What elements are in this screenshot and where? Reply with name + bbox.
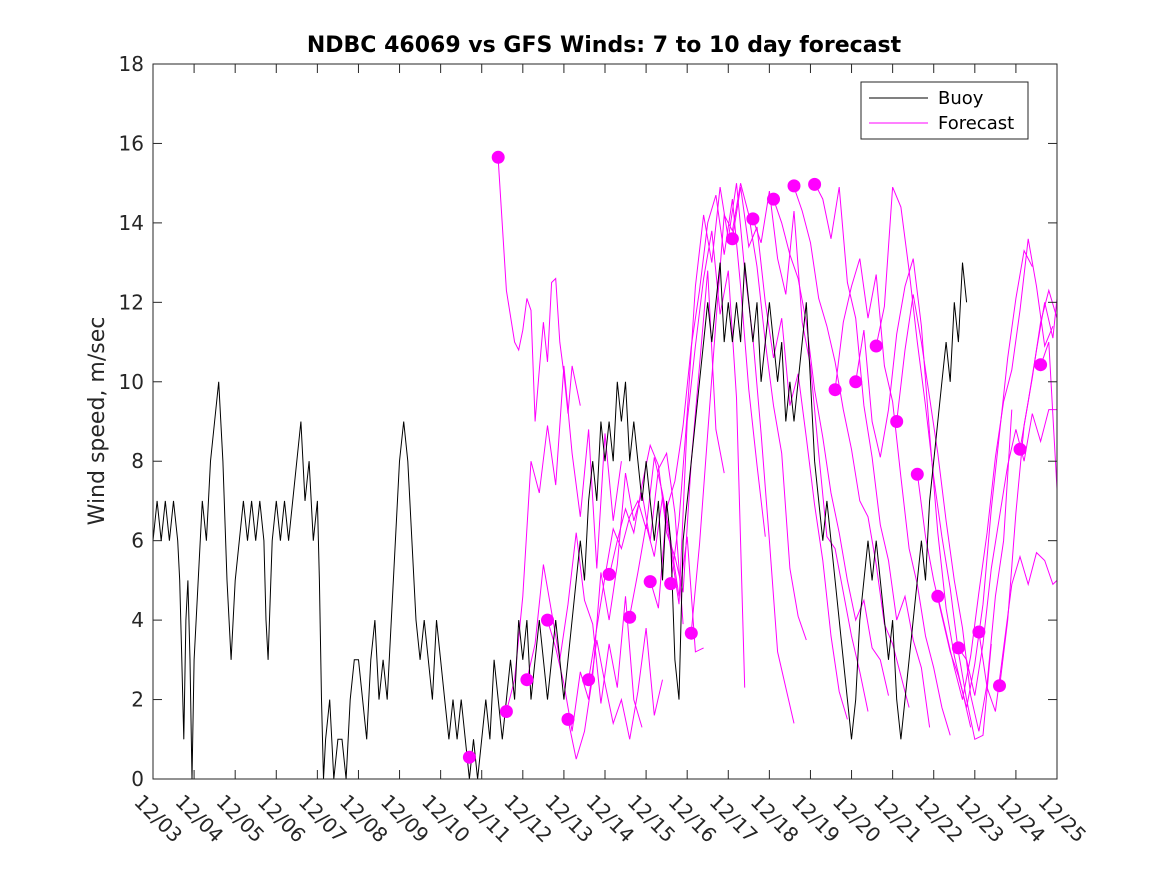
forecast-series-line-9 <box>649 194 766 609</box>
forecast-start-marker-20 <box>869 339 883 353</box>
forecast-markers <box>462 150 1048 764</box>
legend-box <box>860 81 1029 140</box>
y-tick-label: 6 <box>131 529 144 553</box>
legend-forecast-label: Forecast <box>938 113 1014 134</box>
forecast-start-marker-27 <box>1013 442 1027 456</box>
forecast-series-line-20 <box>896 294 1013 732</box>
buoy-line-group <box>152 262 968 780</box>
forecast-start-marker-25 <box>972 625 986 639</box>
forecast-series-line-18 <box>855 258 972 728</box>
forecast-start-marker-4 <box>520 673 534 687</box>
forecast-series-line-24 <box>978 551 1058 712</box>
forecast-start-marker-22 <box>910 467 924 481</box>
y-tick-label: 18 <box>119 52 144 76</box>
forecast-start-marker-8 <box>602 567 616 581</box>
forecast-series-line-1 <box>497 159 581 422</box>
axes-background <box>153 64 1057 779</box>
forecast-series-line-14 <box>773 198 889 696</box>
forecast-series-line-12 <box>731 187 848 720</box>
y-axis-label: Wind speed, m/sec <box>85 317 110 526</box>
forecast-start-marker-15 <box>767 192 780 206</box>
forecast-series-line-26 <box>1019 298 1058 450</box>
y-tick-label: 0 <box>131 767 144 791</box>
y-tick-label: 2 <box>131 688 144 712</box>
forecast-start-marker-10 <box>643 575 657 589</box>
forecast-start-marker-17 <box>808 177 822 191</box>
forecast-series-line-4 <box>547 619 663 740</box>
forecast-series-line-13 <box>752 191 869 712</box>
forecast-series-line-27 <box>1040 341 1058 490</box>
forecast-start-marker-11 <box>664 577 678 591</box>
legend: Buoy Forecast <box>860 81 1029 140</box>
forecast-start-marker-19 <box>849 375 863 389</box>
forecast-series-line-17 <box>834 258 951 736</box>
forecast-series-line-7 <box>608 270 725 593</box>
y-tick-label: 10 <box>119 370 144 394</box>
forecast-start-marker-6 <box>561 712 575 726</box>
forecast-start-marker-26 <box>993 679 1006 693</box>
forecast-start-marker-21 <box>890 415 904 428</box>
y-tick-label: 16 <box>119 131 144 155</box>
forecast-start-marker-16 <box>787 179 801 193</box>
forecast-start-marker-24 <box>951 641 965 655</box>
forecast-series-line-5 <box>567 451 684 760</box>
forecast-start-marker-5 <box>541 613 554 627</box>
forecast-series-line-23 <box>957 409 1057 696</box>
buoy-series-line <box>152 262 968 780</box>
y-tick-label: 8 <box>131 449 144 473</box>
forecast-series-line-22 <box>937 238 1054 700</box>
forecast-start-marker-2 <box>491 150 505 164</box>
forecast-start-marker-1 <box>462 750 476 764</box>
forecast-start-marker-9 <box>623 610 637 624</box>
forecast-start-marker-14 <box>746 212 760 226</box>
forecast-series-line-2 <box>505 365 622 712</box>
forecast-start-marker-23 <box>931 589 945 603</box>
y-tick-label: 14 <box>119 211 144 235</box>
forecast-start-marker-18 <box>828 383 842 397</box>
y-tick-label: 4 <box>131 608 144 632</box>
y-axis: 0 2 4 6 8 10 12 14 16 18 <box>119 52 1057 791</box>
forecast-start-marker-13 <box>725 232 739 246</box>
y-tick-label: 12 <box>119 290 144 314</box>
forecast-series-line-16 <box>814 182 931 728</box>
forecast-start-marker-28 <box>1034 358 1048 372</box>
forecast-series-line-6 <box>588 457 704 680</box>
forecast-start-marker-3 <box>499 705 513 718</box>
legend-buoy-label: Buoy <box>938 88 984 109</box>
forecast-series-line-8 <box>629 230 746 688</box>
forecast-start-marker-12 <box>684 626 698 640</box>
forecast-series-line-19 <box>875 186 992 741</box>
chart-title: NDBC 46069 vs GFS Winds: 7 to 10 day for… <box>307 33 902 58</box>
forecast-start-marker-7 <box>582 673 596 687</box>
forecast-series-line-15 <box>793 186 910 708</box>
forecast-lines <box>497 159 1058 760</box>
forecast-series-line-3 <box>526 532 643 728</box>
